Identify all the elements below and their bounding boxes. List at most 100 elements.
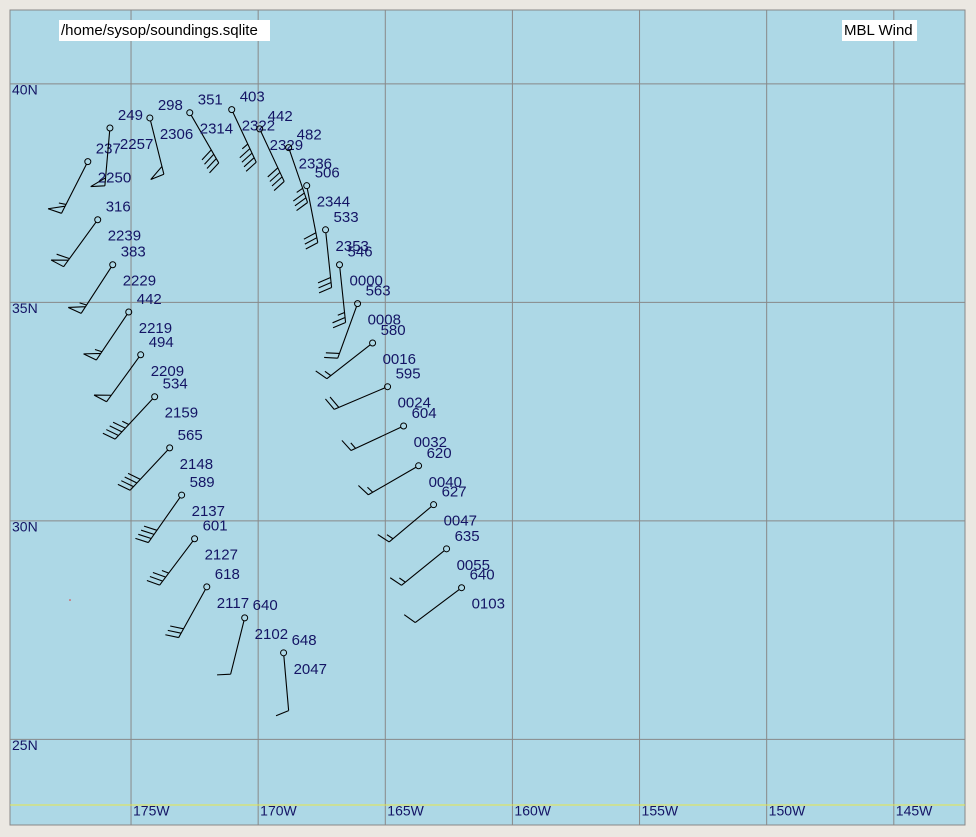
lon-label: 170W <box>260 803 297 819</box>
station <box>303 182 311 190</box>
wind-barb <box>217 620 245 676</box>
wind-barb <box>135 497 181 544</box>
station-time: 2102 <box>255 626 288 643</box>
station <box>186 109 194 117</box>
wind-barb <box>90 130 111 188</box>
station <box>228 106 236 114</box>
station <box>151 393 159 401</box>
station-time: 2117 <box>217 595 249 612</box>
wind-barb <box>150 120 165 181</box>
station <box>400 422 408 430</box>
wind-barb <box>102 398 154 440</box>
station <box>241 614 249 622</box>
lat-label: 35N <box>12 300 38 316</box>
station-value: 618 <box>215 566 240 583</box>
station <box>137 351 145 359</box>
wind-barb <box>232 112 257 172</box>
station-time: 2209 <box>151 363 184 380</box>
station-value: 494 <box>149 334 174 351</box>
station-value: 442 <box>137 291 162 308</box>
wind-barb <box>83 314 128 361</box>
station-value: 506 <box>315 165 340 182</box>
station-time: 0024 <box>398 395 431 412</box>
station-time: 0040 <box>429 474 462 491</box>
station <box>84 158 92 166</box>
station-time: 0055 <box>457 557 490 574</box>
station-time: 2344 <box>317 194 350 211</box>
station-value: 589 <box>190 474 215 491</box>
station-value: 403 <box>240 89 265 106</box>
station <box>256 125 264 133</box>
station-time: 2219 <box>139 320 172 337</box>
station <box>458 584 466 592</box>
lat-label: 30N <box>12 519 38 535</box>
station <box>146 114 154 122</box>
lon-label: 155W <box>642 803 679 819</box>
lat-label: 40N <box>12 82 38 98</box>
station <box>94 216 102 224</box>
station-time: 2127 <box>205 547 238 564</box>
station-value: 627 <box>442 484 467 501</box>
wind-barb <box>50 221 97 268</box>
lon-label: 150W <box>769 803 806 819</box>
station-value: 534 <box>163 376 188 393</box>
station-time: 2148 <box>180 456 213 473</box>
station-time: 2353 <box>336 238 369 255</box>
wind-barb <box>289 150 309 211</box>
station-time: 0032 <box>414 434 447 451</box>
station <box>336 261 344 269</box>
wind-barb <box>303 188 319 250</box>
station <box>106 124 114 132</box>
wind-barb <box>377 506 432 543</box>
station-time: 2229 <box>123 273 156 290</box>
wind-barb <box>389 550 445 586</box>
lon-label: 160W <box>514 803 551 819</box>
wind-barb <box>117 449 169 491</box>
station-value: 383 <box>121 244 146 261</box>
wind-barb <box>317 232 333 294</box>
source: /home/sysop/soundings.sqlite <box>61 22 258 39</box>
station <box>322 226 330 234</box>
station <box>109 261 117 269</box>
station <box>125 308 133 316</box>
station-time: 2306 <box>160 126 193 143</box>
station-time: 0008 <box>368 312 401 329</box>
station-value: 351 <box>198 92 223 109</box>
station-value: 482 <box>297 127 322 144</box>
map-area <box>9 9 966 826</box>
wind-barb <box>146 540 194 586</box>
station-time: 2250 <box>98 170 131 187</box>
lon-label: 175W <box>133 803 170 819</box>
station-time: 2047 <box>294 661 327 678</box>
wind-barb <box>260 131 285 191</box>
wind-barb <box>358 466 417 496</box>
station <box>166 444 174 452</box>
station-value: 565 <box>178 427 203 444</box>
wind-barb <box>275 655 290 717</box>
station-value: 316 <box>106 199 131 216</box>
wind-barb <box>315 344 371 380</box>
station-time: 2159 <box>165 405 198 422</box>
wind-barb <box>341 426 402 452</box>
station-time: 2257 <box>120 136 153 153</box>
station-time: 0000 <box>350 273 383 290</box>
wind-barb <box>325 387 386 410</box>
station-time: 0047 <box>444 513 477 530</box>
station <box>443 545 451 553</box>
station-value: 640 <box>253 597 278 614</box>
station <box>203 583 211 591</box>
wind-barb <box>332 267 347 329</box>
station-value: 546 <box>348 244 373 261</box>
station-value: 604 <box>412 405 437 422</box>
station-value: 640 <box>470 567 495 584</box>
source-bg <box>59 20 270 41</box>
station-value: 635 <box>455 528 480 545</box>
station-value: 595 <box>396 366 421 383</box>
station-value: 249 <box>118 107 143 124</box>
wind-barb <box>324 306 358 359</box>
lat-label: 25N <box>12 737 38 753</box>
dot <box>69 599 71 601</box>
station <box>384 383 392 391</box>
